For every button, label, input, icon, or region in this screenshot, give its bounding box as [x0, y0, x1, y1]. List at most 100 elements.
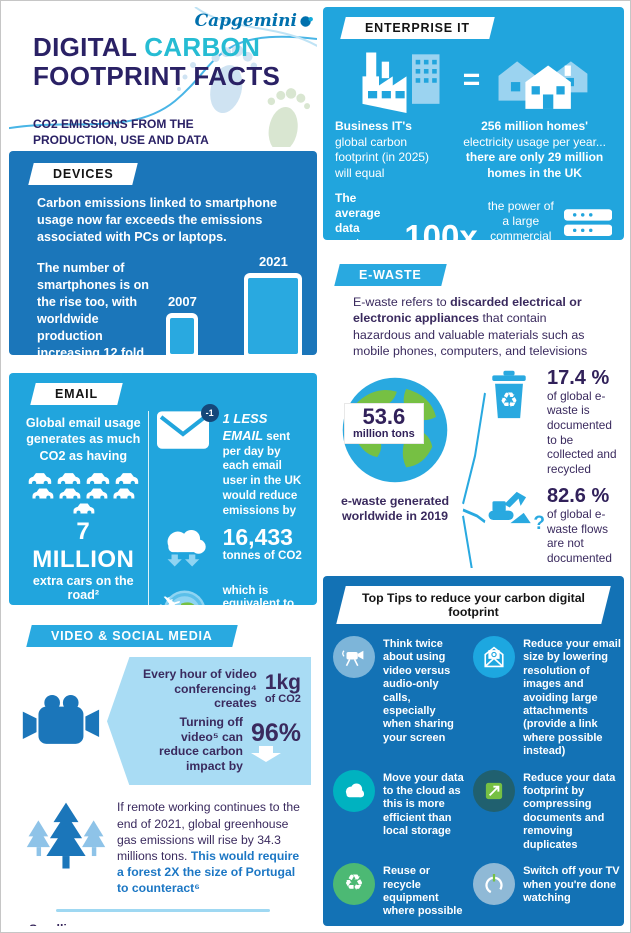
- ewaste-stat1-text: of global e-waste is documented to be co…: [547, 388, 617, 477]
- small-phone-icon: [166, 313, 199, 355]
- top-tips-tab: Top Tips to reduce your carbon digital f…: [336, 586, 611, 624]
- down-arrow-icon: [250, 745, 281, 762]
- forest-text: If remote working continues to the end o…: [117, 800, 300, 863]
- swoosh-decoration-icon: [9, 7, 317, 130]
- top-tips-section: Top Tips to reduce your carbon digital f…: [323, 576, 624, 926]
- big-phone-icon: [244, 273, 303, 355]
- footprint-trail-dots-icon: [177, 62, 196, 91]
- forest-text-bold: This would require a forest 2X the size …: [117, 848, 300, 895]
- email-item2-value: 16,433: [222, 523, 293, 550]
- ewaste-intro-bold: discarded electrical or electronic appli…: [353, 295, 582, 326]
- ewaste-stat-2: ? 82.6 % of global e-waste flows are not…: [487, 484, 619, 566]
- compress-icon: [485, 782, 503, 799]
- equals-sign: =: [462, 63, 481, 96]
- ewaste-globe-label: 53.6 million tons: [345, 403, 423, 443]
- email-item1-bold: 1 LESS EMAIL: [222, 411, 268, 443]
- email-row-2: 16,433 tonnes of CO2: [157, 523, 307, 577]
- email-item3-intro: which is equivalent to: [222, 583, 295, 605]
- callout1-value: 1kg: [264, 670, 301, 694]
- year-2021: 2021: [258, 254, 288, 269]
- devices-tab: DEVICES: [28, 163, 139, 185]
- enterprise-tab: ENTERPRISE IT: [340, 17, 495, 39]
- left-column: Capgemini DIGITAL CARBON FOOTPRINT FACTS…: [9, 7, 317, 926]
- callout1-text: Every hour of video conferencing⁴ create…: [143, 667, 257, 711]
- email-cars-value: 7 MILLION: [32, 518, 135, 574]
- server-rack-icon: [563, 209, 612, 237]
- minus-one-badge: -1: [200, 404, 219, 422]
- enterprise-right-normal: electricity usage per year...: [463, 134, 606, 149]
- bracket-lines-icon: [462, 392, 486, 568]
- tip-compress: Reduce your data footprint by compressin…: [473, 769, 622, 852]
- datacentre-text-right: the power of a large commercial office b…: [487, 198, 554, 240]
- ewaste-globe-unit: million tons: [353, 427, 415, 440]
- factory-icon: [362, 52, 440, 113]
- datacentre-value: 100x: [404, 217, 478, 240]
- year-2007: 2007: [167, 294, 197, 309]
- ewaste-globe-value: 53.6: [362, 403, 406, 429]
- enterprise-it-section: ENTERPRISE IT =: [323, 7, 624, 240]
- footprint-green-icon: [267, 88, 311, 147]
- ewaste-intro-post: that contain hazardous and valuable mate…: [353, 311, 588, 359]
- email-item2-caption: tonnes of CO2: [222, 548, 302, 562]
- cloud-download-icon: [167, 529, 206, 567]
- ewaste-globe-caption: e-waste generated worldwide in 2019: [340, 493, 450, 524]
- ewaste-stat-1: ♻ 17.4 % of global e-waste is documented…: [487, 366, 619, 477]
- right-column: ENTERPRISE IT =: [323, 7, 624, 926]
- recycle-bin-icon: ♻: [492, 370, 526, 418]
- capgemini-logo: Capgemini: [195, 11, 313, 31]
- enterprise-right-bold2: there are only 29 million homes in the U…: [465, 150, 604, 180]
- excavator-icon: [488, 491, 531, 523]
- houses-icon: [498, 61, 588, 109]
- ewaste-stat2-value: 82.6 %: [547, 484, 610, 507]
- devices-intro: Carbon emissions linked to smartphone us…: [37, 196, 278, 244]
- video-call-icon: [342, 650, 364, 667]
- devices-figure: The number of smartphones is on the rise…: [37, 254, 303, 355]
- cloud-icon: [345, 783, 364, 797]
- capgemini-logo-text: Capgemini: [194, 11, 297, 31]
- ewaste-tab: E-WASTE: [334, 264, 447, 286]
- trees-icon: [26, 803, 106, 869]
- question-mark: ?: [533, 512, 545, 534]
- cars-icons: [23, 471, 144, 516]
- title-footprint: FOOTPRINT FACTS: [33, 61, 281, 92]
- tip-switch-off-tv: Switch off your TV when you're done watc…: [473, 863, 622, 919]
- enterprise-left-rest: global carbon footprint (in 2025) will e…: [335, 134, 430, 180]
- envelope-icon: [156, 411, 209, 449]
- phones-2007: 2007 122 million: [162, 294, 204, 355]
- devices-section: DEVICES Carbon emissions linked to smart…: [9, 151, 317, 355]
- globe-icon: [164, 590, 205, 605]
- tip-video-calls: Think twice about using video versus aud…: [333, 636, 465, 759]
- power-icon: [485, 874, 503, 894]
- recycle-icon: ♻: [344, 871, 364, 897]
- enterprise-left-bold: Business IT's: [335, 119, 412, 133]
- ewaste-section: E-WASTE E-waste refers to discarded elec…: [323, 252, 624, 568]
- video-social-tab: VIDEO & SOCIAL MEDIA: [26, 625, 238, 647]
- footprint-blue-icon: [210, 45, 258, 113]
- email-row-1: -1 1 LESS EMAIL sent per day by each ema…: [156, 404, 307, 519]
- capgemini-spade-icon: [300, 15, 313, 27]
- callout1-unit: of CO2: [264, 692, 301, 705]
- email-left-text: Global email usage generates as much CO2…: [25, 416, 141, 463]
- page-subtitle: CO2 EMISSIONS FROM THE PRODUCTION, USE A…: [33, 117, 209, 147]
- email-item1-rest: sent per day by each email user in the U…: [222, 429, 302, 517]
- instagram-fact: Scrolling your news feed in Instagram us…: [15, 922, 311, 926]
- divider: [56, 909, 270, 913]
- title-carbon: CARBON: [144, 32, 261, 62]
- ewaste-globe-figure: 53.6 million tons e-waste generated worl…: [329, 366, 461, 569]
- ewaste-intro: E-waste refers to: [353, 295, 451, 309]
- header: Capgemini DIGITAL CARBON FOOTPRINT FACTS…: [9, 7, 317, 147]
- tip-email-size: Reduce your email size by lowering resol…: [473, 636, 622, 759]
- email-open-icon: [484, 646, 504, 668]
- svg-text:♻: ♻: [500, 388, 518, 412]
- email-tab: EMAIL: [30, 383, 123, 405]
- email-section: EMAIL Global email usage generates as mu…: [9, 373, 317, 605]
- ewaste-stat2-text: of global e-waste flows are not document…: [547, 506, 612, 566]
- ewaste-stat1-value: 17.4 %: [547, 366, 610, 389]
- video-camera-icon: [22, 694, 100, 744]
- email-cars-caption: extra cars on the road²: [32, 574, 134, 603]
- page-title: DIGITAL CARBON FOOTPRINT FACTS: [33, 32, 317, 92]
- devices-body: The number of smartphones is on the rise…: [37, 261, 149, 355]
